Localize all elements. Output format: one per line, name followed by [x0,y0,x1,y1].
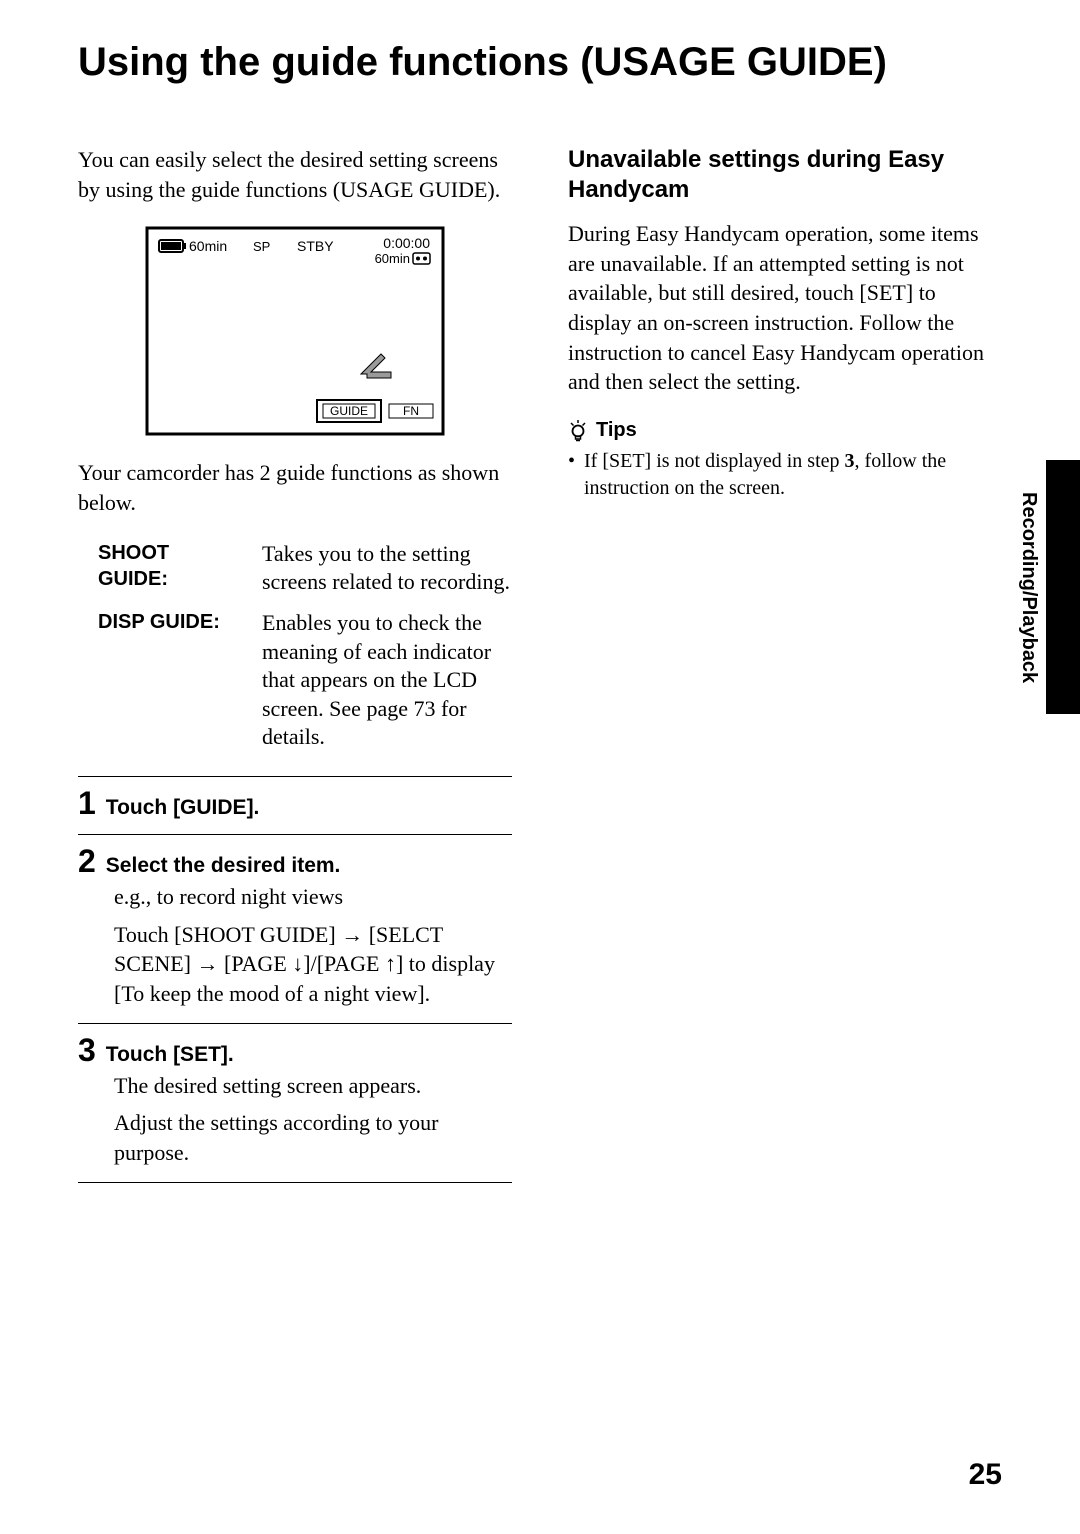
step-title: Touch [GUIDE]. [106,796,260,820]
section-text: During Easy Handycam operation, some ite… [568,219,1002,397]
lcd-timecode: 0:00:00 [383,235,430,251]
divider [78,1182,512,1183]
page-number: 25 [969,1458,1002,1492]
lcd-tape-remain: 60min [375,251,410,266]
step-title: Touch [SET]. [106,1043,234,1067]
svg-text:SP: SP [253,239,270,254]
lcd-fn-button: FN [403,404,419,418]
tips-label: Tips [596,419,637,442]
divider [78,1023,512,1024]
tips-heading: Tips [568,419,1002,442]
guide-table: SHOOT GUIDE: Takes you to the setting sc… [98,540,512,752]
section-heading: Unavailable settings during Easy Handyca… [568,145,1002,205]
step-sequence: Touch [SHOOT GUIDE] → [SELCT SCENE] → [P… [114,920,512,1009]
step-number: 2 [78,845,96,877]
intro-text: You can easily select the desired settin… [78,145,512,204]
step-number: 3 [78,1034,96,1066]
lcd-guide-button: GUIDE [330,404,368,418]
lcd-illustration: 60min SP STBY 0:00:00 60min [78,226,512,436]
step-text: The desired setting screen appears. [114,1071,512,1101]
guide-desc: Takes you to the setting screens related… [262,540,512,597]
section-tab [1046,460,1080,714]
lcd-status: STBY [297,238,334,254]
divider [78,776,512,777]
tip-text: If [SET] is not displayed in step 3, fol… [568,448,1002,502]
step-text: Adjust the settings according to your pu… [114,1108,512,1167]
step-number: 1 [78,787,96,819]
subintro-text: Your camcorder has 2 guide functions as … [78,458,512,517]
divider [78,834,512,835]
step-title: Select the desired item. [106,854,341,878]
step-example: e.g., to record night views [114,882,512,912]
lcd-battery-time: 60min [189,238,227,254]
guide-label: SHOOT GUIDE: [98,540,238,597]
guide-label: DISP GUIDE: [98,609,238,752]
bulb-icon [568,420,588,442]
section-tab-label: Recording/Playback [1017,492,1040,683]
guide-desc: Enables you to check the meaning of each… [262,609,512,752]
page-title: Using the guide functions (USAGE GUIDE) [78,40,1002,85]
